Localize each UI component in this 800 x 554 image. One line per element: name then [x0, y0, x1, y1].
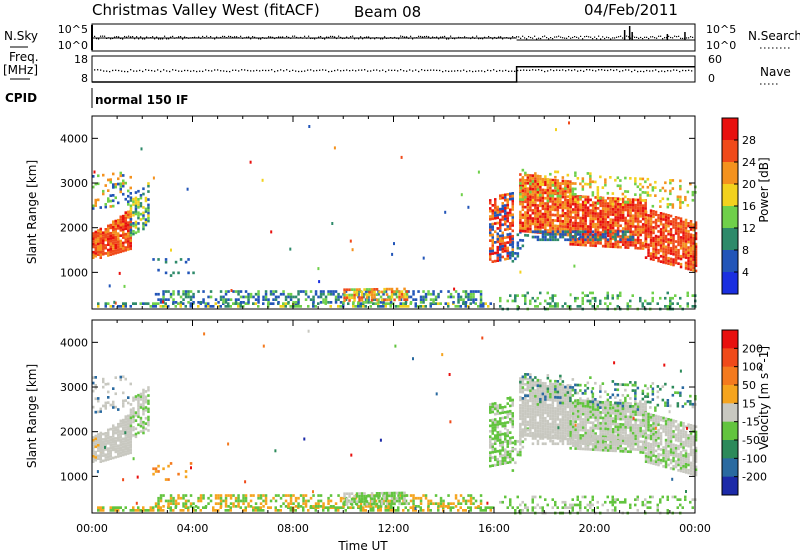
- colorbar-segment: [722, 228, 738, 251]
- velocity-colorbar-tick: -100: [742, 452, 767, 465]
- velocity-colorbar-tick: 100: [742, 361, 763, 374]
- range-tick-label: 2000: [60, 222, 88, 235]
- power-colorbar: 4 8 12 16 20 24 28: [721, 117, 756, 295]
- freq-series: [92, 66, 695, 83]
- time-tick-label: 16:00: [478, 522, 510, 535]
- time-tick-label: 04:00: [177, 522, 209, 535]
- range-tick-label: 2000: [60, 426, 88, 439]
- time-tick-label: 00:00: [679, 522, 711, 535]
- velocity-heatmap-cells: [92, 329, 698, 515]
- x-axis-label: Time UT: [337, 539, 388, 553]
- date-label: 04/Feb/2011: [584, 1, 678, 19]
- velocity-colorbar-tick: -15: [742, 416, 760, 429]
- freq-tick-bottom: 8: [81, 72, 88, 85]
- power-heatmap-cells: [92, 121, 698, 311]
- power-axes: 1000 2000 3000 4000: [60, 116, 696, 309]
- colorbar-segment: [722, 162, 738, 185]
- nsearch-tick-top: 10^5: [706, 23, 736, 36]
- range-tick-label: 1000: [60, 470, 88, 483]
- velocity-colorbar: 200 100 50 15 -15 -50 -100 -200: [721, 329, 767, 496]
- time-tick-label: 00:00: [76, 522, 108, 535]
- colorbar-segment: [722, 476, 738, 496]
- colorbar-segment: [722, 385, 738, 404]
- colorbar-segment: [722, 366, 738, 386]
- cpid-label: CPID: [5, 91, 37, 105]
- freq-tick-top: 18: [74, 53, 88, 66]
- velocity-colorbar-tick: 15: [742, 397, 756, 410]
- nsearch-label: N.Search: [748, 29, 800, 43]
- nave-tick-bottom: 0: [708, 72, 715, 85]
- cpid-value: normal 150 IF: [95, 93, 189, 107]
- time-tick-label: 20:00: [579, 522, 611, 535]
- nave-series: [94, 69, 693, 73]
- velocity-colorbar-label: Velocity [m s^-1]: [757, 346, 771, 450]
- nave-tick-top: 60: [708, 53, 722, 66]
- velocity-axes: 1000 2000 3000 4000 00:00 04:00 08:00 12:00 16:0…: [60, 320, 711, 535]
- velocity-colorbar-tick: 50: [742, 379, 756, 392]
- colorbar-segment: [722, 250, 738, 273]
- nsky-label: N.Sky: [4, 29, 38, 43]
- station-title: Christmas Valley West (fitACF): [92, 1, 320, 19]
- colorbar-segment: [722, 403, 738, 423]
- power-colorbar-tick: 20: [742, 178, 756, 191]
- power-colorbar-tick: 4: [742, 266, 749, 279]
- nave-label: Nave: [760, 65, 791, 79]
- power-ylabel: Slant Range [km]: [25, 160, 39, 264]
- colorbar-segment: [722, 184, 738, 207]
- colorbar-segment: [722, 206, 738, 229]
- colorbar-segment: [722, 330, 738, 349]
- velocity-colorbar-tick: 200: [742, 342, 763, 355]
- power-colorbar-tick: 28: [742, 134, 756, 147]
- colorbar-segment: [722, 140, 738, 163]
- nsky-series: [91, 25, 695, 50]
- velocity-colorbar-tick: -50: [742, 434, 760, 447]
- power-colorbar-tick: 8: [742, 244, 749, 257]
- power-colorbar-tick: 12: [742, 222, 756, 235]
- colorbar-segment: [722, 348, 738, 368]
- range-tick-label: 4000: [60, 132, 88, 145]
- nsky-tick-top: 10^5: [58, 23, 88, 36]
- velocity-ylabel: Slant Range [km]: [25, 364, 39, 468]
- nsky-tick-bottom: 10^0: [58, 39, 88, 52]
- range-tick-label: 3000: [60, 381, 88, 394]
- time-tick-label: 08:00: [277, 522, 309, 535]
- freq-label-1: Freq.: [9, 50, 39, 64]
- beam-label: Beam 08: [354, 3, 421, 21]
- freq-panel: [91, 55, 696, 83]
- range-tick-label: 3000: [60, 177, 88, 190]
- velocity-colorbar-tick: -200: [742, 471, 767, 484]
- nsearch-tick-bottom: 10^0: [706, 39, 736, 52]
- colorbar-segment: [722, 458, 738, 478]
- time-tick-label: 12:00: [378, 522, 410, 535]
- range-tick-label: 1000: [60, 266, 88, 279]
- colorbar-segment: [722, 272, 738, 295]
- range-tick-label: 4000: [60, 336, 88, 349]
- power-colorbar-tick: 16: [742, 200, 756, 213]
- power-colorbar-tick: 24: [742, 156, 756, 169]
- colorbar-segment: [722, 421, 738, 441]
- power-colorbar-label: Power [dB]: [757, 157, 771, 222]
- freq-label-2: [MHz]: [3, 63, 38, 77]
- colorbar-segment: [722, 440, 738, 459]
- colorbar-segment: [722, 118, 738, 141]
